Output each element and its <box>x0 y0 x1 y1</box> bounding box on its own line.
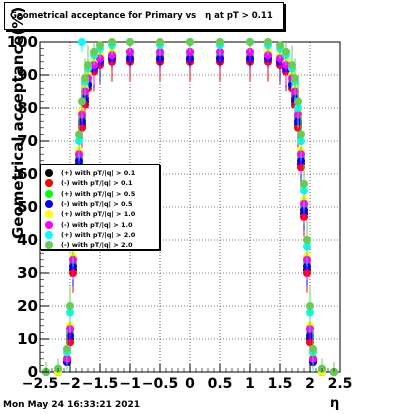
x-tick-label: −2.5 <box>22 376 59 392</box>
legend-entry: (+) with pT/|q| > 2.0 <box>45 230 135 240</box>
legend-entry: (+) with pT/|q| > 0.5 <box>45 189 135 199</box>
data-point <box>294 97 302 106</box>
x-tick-label: −0.5 <box>142 376 179 392</box>
data-point <box>264 38 272 46</box>
data-point <box>75 130 83 139</box>
data-point <box>63 344 71 353</box>
legend-label: (+) with pT/|q| > 1.0 <box>61 210 136 219</box>
data-point <box>81 74 89 83</box>
legend-label: (-) with pT/|q| > 0.5 <box>61 199 133 208</box>
x-tick-label: −2 <box>59 376 80 392</box>
legend-marker-icon <box>45 210 53 219</box>
legend-marker-icon <box>45 241 53 250</box>
legend-label: (+) with pT/|q| > 0.1 <box>61 169 136 177</box>
legend-entry: (+) with pT/|q| > 0.1 <box>45 168 135 178</box>
legend-entry: (-) with pT/|q| > 0.5 <box>45 199 132 209</box>
data-point <box>66 302 74 310</box>
legend-label: (-) with pT/|q| > 0.1 <box>61 179 133 188</box>
legend-marker-icon <box>45 230 53 239</box>
y-axis-label: Geometrical acceptance(%) <box>9 6 27 239</box>
legend-entry: (-) with pT/|q| > 2.0 <box>45 240 132 250</box>
legend-label: (+) with pT/|q| > 0.5 <box>61 189 136 198</box>
y-tick-label: 0 <box>28 363 38 381</box>
y-tick-label: 80 <box>17 99 38 117</box>
x-tick-label: 1 <box>245 376 255 392</box>
x-tick-label: −1 <box>119 376 140 392</box>
legend-marker-icon <box>45 199 53 208</box>
y-tick-label: 40 <box>17 231 38 249</box>
chart-title: Geometrical acceptance for Primary vs η … <box>10 11 273 21</box>
y-tick-label: 90 <box>17 66 38 84</box>
data-point <box>156 38 164 46</box>
legend-label: (+) with pT/|q| > 2.0 <box>61 230 136 239</box>
legend-label: (-) with pT/|q| > 1.0 <box>61 220 133 229</box>
legend-marker-icon <box>45 179 53 188</box>
y-tick-label: 50 <box>17 198 38 216</box>
data-point <box>78 38 86 46</box>
data-point <box>96 41 104 50</box>
legend: (+) with pT/|q| > 0.1 (-) with pT/|q| > 0… <box>40 164 160 250</box>
data-point <box>306 302 314 310</box>
data-point <box>303 236 311 244</box>
data-point <box>186 38 194 46</box>
x-axis-label: η <box>330 396 340 411</box>
data-point <box>108 38 116 46</box>
x-tick-label: 0 <box>185 376 195 392</box>
data-point <box>90 47 98 56</box>
legend-entry: (+) with pT/|q| > 1.0 <box>45 209 135 219</box>
data-point <box>300 179 308 188</box>
datestamp: Mon May 24 16:33:21 2021 <box>3 400 141 410</box>
data-point <box>84 61 92 70</box>
data-point <box>297 130 305 139</box>
y-tick-label: 60 <box>17 165 38 183</box>
x-tick-label: 0.5 <box>208 376 233 392</box>
data-point <box>276 41 284 50</box>
x-tick-label: 1.5 <box>268 376 293 392</box>
data-point <box>126 38 134 46</box>
legend-marker-icon <box>45 189 53 198</box>
axes: −2.5 −2 −1.5 −1 −0.5 0 0.5 1 1.5 2 2.5 0 10 20 30 40 50 6… <box>7 33 353 392</box>
legend-entry: (-) with pT/|q| > 0.1 <box>45 178 132 188</box>
x-tick-label: 2 <box>305 376 315 392</box>
y-tick-label: 70 <box>17 132 38 150</box>
y-tick-label: 20 <box>17 297 38 315</box>
y-tick-label: 30 <box>17 264 38 282</box>
data-point <box>309 344 317 353</box>
data-point <box>216 38 224 46</box>
y-tick-label: 100 <box>7 33 38 51</box>
legend-marker-icon <box>45 169 53 177</box>
data-point <box>282 47 290 56</box>
data-point <box>288 61 296 70</box>
legend-marker-icon <box>45 220 53 229</box>
legend-entry: (-) with pT/|q| > 1.0 <box>45 220 132 230</box>
x-tick-label: 2.5 <box>328 376 353 392</box>
y-tick-label: 10 <box>17 330 38 348</box>
data-point <box>78 97 86 106</box>
x-tick-label: −1.5 <box>82 376 119 392</box>
data-point <box>291 74 299 83</box>
legend-label: (-) with pT/|q| > 2.0 <box>61 241 133 250</box>
chart-title-box: Geometrical acceptance for Primary vs η … <box>4 2 284 30</box>
data-point <box>246 38 254 46</box>
